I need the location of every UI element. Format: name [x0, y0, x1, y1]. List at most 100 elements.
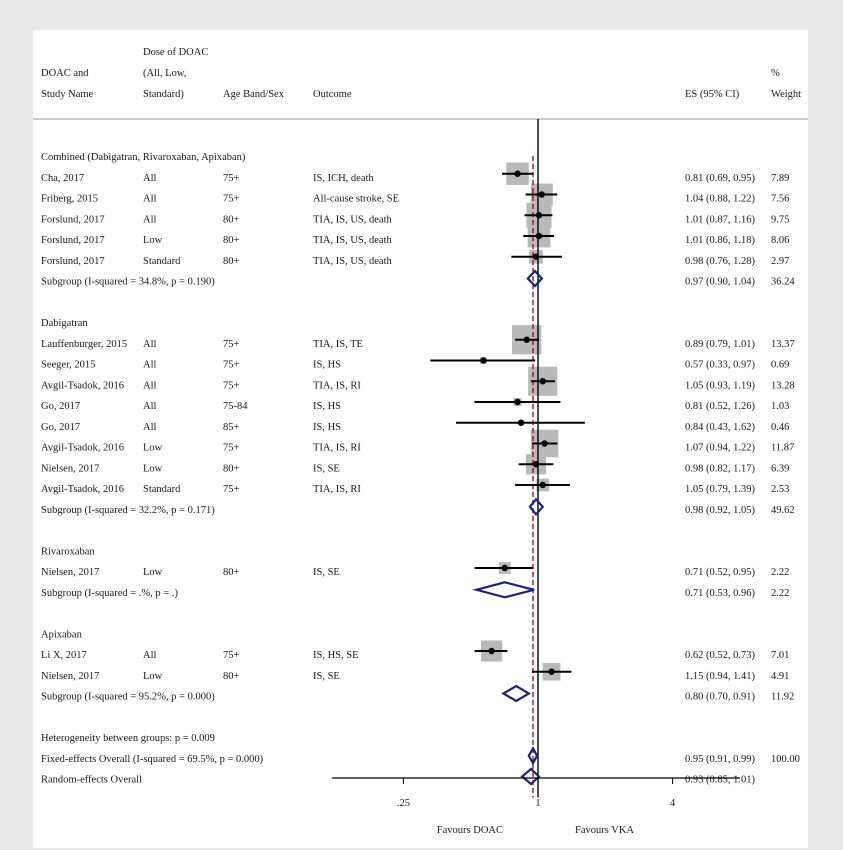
subtotal-es-ci: 0.95 (0.91, 0.99) [685, 754, 755, 765]
study-weight: 6.39 [771, 463, 789, 474]
header-age-band: Age Band/Sex [223, 89, 285, 100]
x-tick-label: 1 [535, 798, 540, 809]
study-outcome: TIA, IS, RI [313, 380, 361, 391]
study-outcome: IS, SE [313, 671, 340, 682]
header-weight-line2: Weight [771, 89, 801, 100]
study-point [532, 461, 540, 468]
study-dose: Low [143, 671, 163, 682]
subtotal-label: Subgroup (I-squared = 34.8%, p = 0.190) [41, 277, 215, 288]
header-study-name: Study Name [41, 89, 94, 100]
study-outcome: TIA, IS, RI [313, 484, 361, 495]
study-weight: 1.03 [771, 401, 789, 412]
study-outcome: All-cause stroke, SE [313, 194, 399, 205]
study-weight: 0.46 [771, 422, 789, 433]
study-age-band: 75+ [223, 484, 240, 495]
header-dose-line3: Standard) [143, 89, 184, 100]
study-name: Cha, 2017 [41, 173, 84, 184]
subtotal-weight: 2.22 [771, 588, 789, 599]
study-point [532, 253, 540, 260]
group-heading: Apixaban [41, 629, 83, 640]
study-outcome: IS, ICH, death [313, 173, 374, 184]
study-weight: 7.89 [771, 173, 789, 184]
study-name: Go, 2017 [41, 422, 80, 433]
study-age-band: 80+ [223, 671, 240, 682]
pooled-diamond [527, 746, 539, 766]
study-outcome: TIA, IS, RI [313, 443, 361, 454]
study-outcome: IS, HS [313, 360, 341, 371]
study-outcome: TIA, IS, US, death [313, 256, 392, 267]
study-age-band: 75+ [223, 650, 240, 661]
study-age-band: 75+ [223, 360, 240, 371]
study-point [517, 419, 525, 426]
group-heading: Combined (Dabigatran, Rivaroxaban, Apixa… [41, 152, 246, 163]
study-name: Lauffenburger, 2015 [41, 339, 127, 350]
pooled-diamond [526, 269, 544, 288]
study-dose: Low [143, 463, 163, 474]
header-es-ci: ES (95% CI) [685, 89, 740, 100]
x-tick-label: .25 [397, 798, 410, 809]
study-age-band: 75+ [223, 173, 240, 184]
study-es-ci: 0.98 (0.76, 1.28) [685, 256, 755, 267]
study-dose: Standard [143, 484, 181, 495]
subtotal-weight: 36.24 [771, 277, 795, 288]
study-es-ci: 0.84 (0.43, 1.62) [685, 422, 755, 433]
study-weight: 4.91 [771, 671, 789, 682]
study-name: Avgil-Tsadok, 2016 [41, 380, 124, 391]
study-es-ci: 0.98 (0.82, 1.17) [685, 463, 755, 474]
study-point [523, 336, 530, 343]
subtotal-es-ci: 0.93 (0.85, 1.01) [685, 775, 755, 786]
study-dose: All [143, 360, 157, 371]
study-weight: 7.56 [771, 194, 789, 205]
study-es-ci: 0.89 (0.79, 1.01) [685, 339, 755, 350]
study-name: Seeger, 2015 [41, 360, 95, 371]
group-heading: Dabigatran [41, 318, 88, 329]
study-name: Forslund, 2017 [41, 256, 105, 267]
study-es-ci: 1.04 (0.88, 1.22) [685, 194, 755, 205]
study-dose: All [143, 173, 157, 184]
study-point [480, 357, 487, 364]
study-outcome: IS, SE [313, 463, 340, 474]
header-doac-line1: DOAC and [41, 68, 89, 79]
study-age-band: 80+ [223, 214, 240, 225]
study-name: Forslund, 2017 [41, 235, 105, 246]
study-weight: 11.87 [771, 443, 794, 454]
study-weight: 2.97 [771, 256, 789, 267]
study-es-ci: 1.05 (0.79, 1.39) [685, 484, 755, 495]
study-age-band: 75+ [223, 194, 240, 205]
study-dose: Low [143, 443, 163, 454]
study-es-ci: 0.71 (0.52, 0.95) [685, 567, 755, 578]
study-point [548, 668, 555, 675]
study-age-band: 75+ [223, 443, 240, 454]
study-age-band: 80+ [223, 256, 240, 267]
plot-panel [33, 30, 808, 848]
study-name: Nielsen, 2017 [41, 463, 99, 474]
study-dose: All [143, 339, 157, 350]
subtotal-es-ci: 0.71 (0.53, 0.96) [685, 588, 755, 599]
study-point [514, 398, 521, 406]
study-dose: All [143, 380, 157, 391]
study-outcome: IS, HS [313, 401, 341, 412]
study-age-band: 75+ [223, 380, 240, 391]
study-weight: 13.28 [771, 380, 795, 391]
study-point [488, 647, 495, 655]
study-age-band: 80+ [223, 463, 240, 474]
subtotal-es-ci: 0.98 (0.92, 1.05) [685, 505, 755, 516]
study-es-ci: 0.81 (0.69, 0.95) [685, 173, 755, 184]
study-name: Li X, 2017 [41, 650, 87, 661]
pooled-diamond [472, 581, 535, 599]
study-dose: All [143, 422, 157, 433]
study-name: Nielsen, 2017 [41, 671, 99, 682]
study-age-band: 75+ [223, 339, 240, 350]
study-dose: Low [143, 567, 163, 578]
subtotal-label: Subgroup (I-squared = .%, p = .) [41, 588, 178, 599]
study-es-ci: 1.01 (0.86, 1.18) [685, 235, 755, 246]
study-point [539, 481, 546, 489]
study-dose: All [143, 214, 157, 225]
study-es-ci: 1.05 (0.93, 1.19) [685, 380, 755, 391]
study-name: Nielsen, 2017 [41, 567, 99, 578]
study-point [514, 170, 521, 177]
study-outcome: TIA, IS, US, death [313, 235, 392, 246]
study-name: Friberg, 2015 [41, 194, 98, 205]
study-age-band: 80+ [223, 567, 240, 578]
